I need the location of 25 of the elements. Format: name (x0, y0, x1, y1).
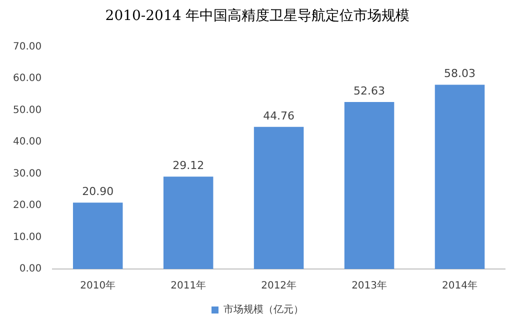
bar (434, 84, 485, 269)
y-tick-label: 0.00 (19, 264, 42, 275)
y-tick-label: 60.00 (12, 73, 42, 84)
x-tick-label: 2012年 (261, 280, 297, 292)
x-tick-label: 2013年 (352, 280, 388, 292)
text: 44.76 (263, 109, 295, 122)
x-tick-label: 2014年 (442, 280, 478, 292)
bar (72, 202, 123, 269)
bar (344, 102, 394, 269)
text: 52.63 (354, 84, 386, 98)
text: 20.90 (82, 185, 114, 198)
bar (163, 176, 214, 269)
text: 29.12 (172, 158, 204, 172)
bar (254, 126, 304, 269)
chart-title: 2010-2014 年中国高精度卫星导航定位市场规模 (105, 8, 410, 24)
y-tick-label: 40.00 (12, 136, 42, 148)
y-tick-label: 50.00 (12, 104, 42, 116)
x-tick-label: 2011年 (170, 280, 206, 292)
y-tick-label: 20.00 (12, 200, 42, 212)
x-tick-label: 2010年 (80, 280, 116, 292)
text: 58.03 (444, 67, 476, 80)
legend-label: 市场规模（亿元） (224, 304, 304, 316)
y-tick-label: 70.00 (12, 41, 42, 52)
y-tick-label: 10.00 (12, 232, 42, 243)
y-tick-label: 30.00 (12, 168, 42, 180)
